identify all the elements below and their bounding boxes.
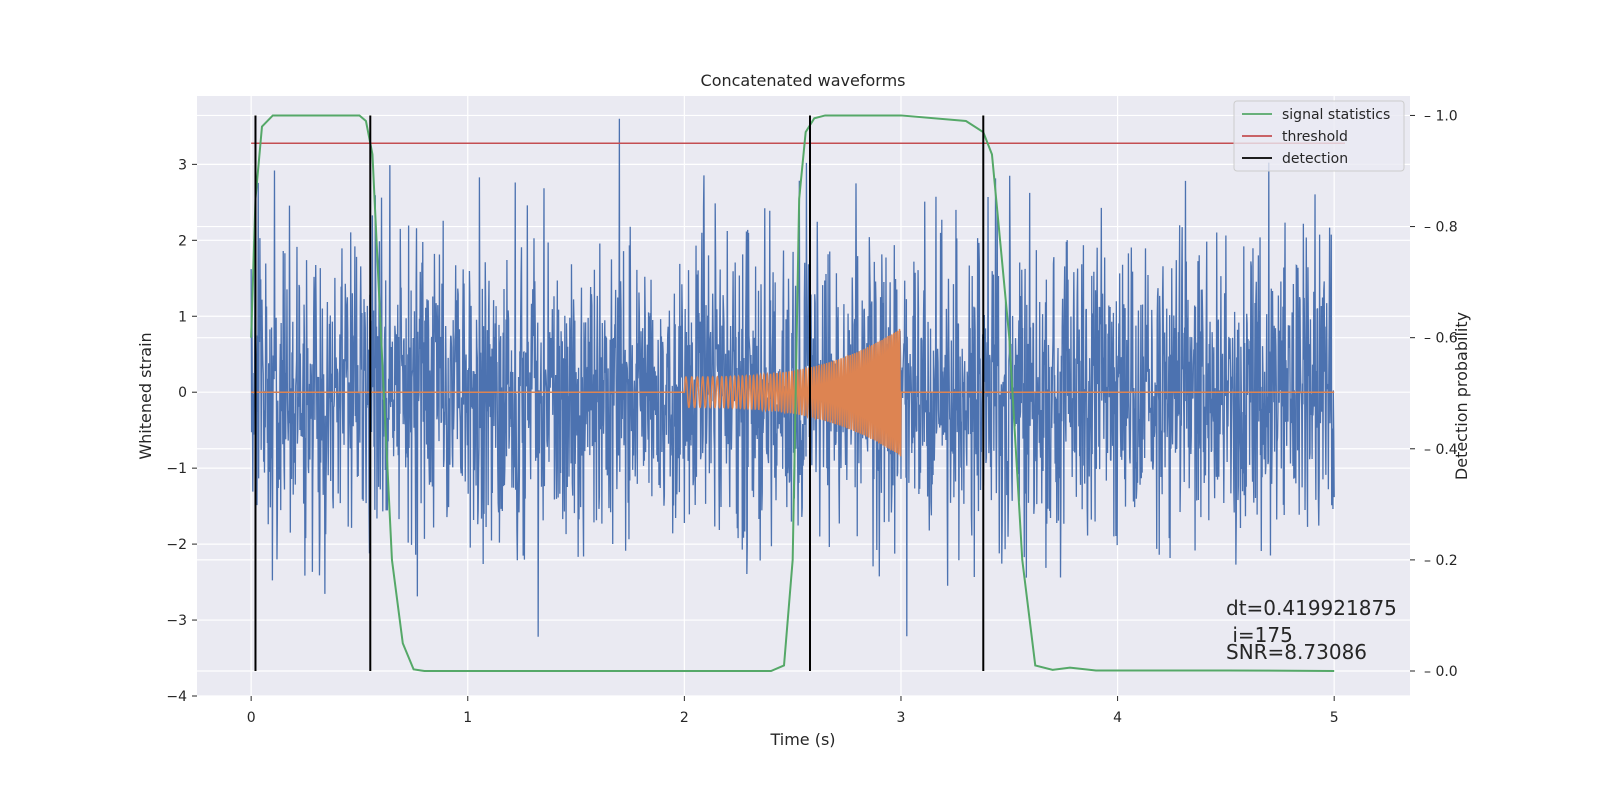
annotation-index: i=175 xyxy=(1226,623,1293,647)
y2-axis-label: Detection probability xyxy=(1452,312,1471,480)
x-tick-label: 5 xyxy=(1330,710,1339,726)
x-tick-label: 3 xyxy=(897,710,906,726)
chart-title: Concatenated waveforms xyxy=(701,71,906,90)
y2-tick-label: – 0.6 xyxy=(1424,331,1458,347)
y-tick-label: 0 xyxy=(178,385,187,401)
y-tick-label: 2 xyxy=(178,233,187,249)
annotation-dt: dt=0.419921875 xyxy=(1226,596,1397,620)
y-tick-label: −3 xyxy=(166,613,187,629)
noise-series xyxy=(250,118,1335,637)
legend-label-signal-statistics: signal statistics xyxy=(1282,107,1390,123)
legend: signal statistics threshold detection xyxy=(1233,100,1405,172)
signal-statistics-series xyxy=(250,114,1335,672)
x-tick-label: 0 xyxy=(247,710,256,726)
legend-label-detection: detection xyxy=(1282,151,1348,167)
x-axis-label: Time (s) xyxy=(769,730,835,749)
y-tick-label: −4 xyxy=(166,689,187,705)
y-tick-label: −2 xyxy=(166,537,187,553)
y2-tick-label: – 1.0 xyxy=(1424,108,1458,124)
annotation: dt=0.419921875 i=175 SNR=8.73086 xyxy=(1226,596,1397,664)
y-tick-label: −1 xyxy=(166,461,187,477)
legend-label-threshold: threshold xyxy=(1282,129,1348,145)
y-axis-label: Whitened strain xyxy=(136,332,155,459)
legend-box xyxy=(1233,100,1405,172)
y2-tick-label: – 0.4 xyxy=(1424,442,1458,458)
plot-area xyxy=(250,114,1346,672)
y-tick-label: 3 xyxy=(178,157,187,173)
annotation-snr: SNR=8.73086 xyxy=(1226,640,1367,664)
x-tick-label: 1 xyxy=(463,710,472,726)
y-tick-label: 1 xyxy=(178,309,187,325)
y2-tick-label: – 0.2 xyxy=(1424,553,1458,569)
y2-tick-label: – 0.0 xyxy=(1424,664,1458,680)
x-tick-label: 2 xyxy=(680,710,689,726)
injected-signal-series xyxy=(251,328,1335,457)
ticks: 0 1 2 3 4 5 −4 −3 −2 −1 0 1 2 3 – 0.0 – 0.2 – 0.4 – 0.6 – … xyxy=(166,108,1457,726)
x-tick-label: 4 xyxy=(1113,710,1122,726)
y2-tick-label: – 0.8 xyxy=(1424,220,1458,236)
